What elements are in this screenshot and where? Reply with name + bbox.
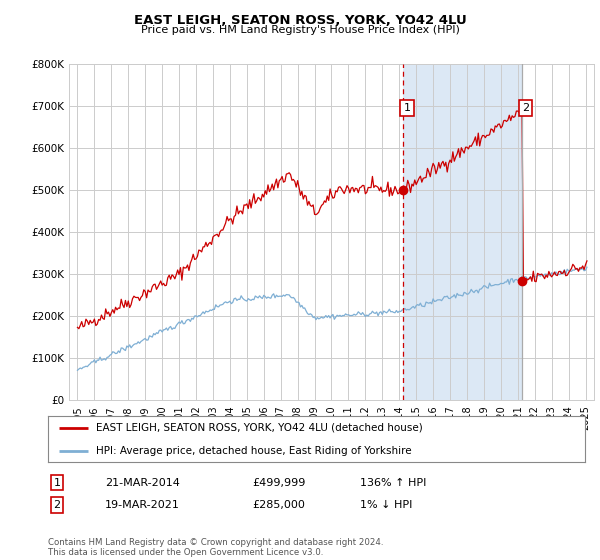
Text: HPI: Average price, detached house, East Riding of Yorkshire: HPI: Average price, detached house, East… [97, 446, 412, 455]
Text: 2: 2 [522, 103, 529, 113]
Text: 19-MAR-2021: 19-MAR-2021 [105, 500, 180, 510]
Text: 2: 2 [53, 500, 61, 510]
Text: 1% ↓ HPI: 1% ↓ HPI [360, 500, 412, 510]
Text: 1: 1 [403, 103, 410, 113]
Text: £499,999: £499,999 [252, 478, 305, 488]
Text: EAST LEIGH, SEATON ROSS, YORK, YO42 4LU (detached house): EAST LEIGH, SEATON ROSS, YORK, YO42 4LU … [97, 423, 423, 432]
Text: Contains HM Land Registry data © Crown copyright and database right 2024.
This d: Contains HM Land Registry data © Crown c… [48, 538, 383, 557]
Text: 136% ↑ HPI: 136% ↑ HPI [360, 478, 427, 488]
Text: EAST LEIGH, SEATON ROSS, YORK, YO42 4LU: EAST LEIGH, SEATON ROSS, YORK, YO42 4LU [134, 14, 466, 27]
Text: 1: 1 [53, 478, 61, 488]
Text: £285,000: £285,000 [252, 500, 305, 510]
Text: 21-MAR-2014: 21-MAR-2014 [105, 478, 180, 488]
Text: Price paid vs. HM Land Registry's House Price Index (HPI): Price paid vs. HM Land Registry's House … [140, 25, 460, 35]
Bar [403, 64, 522, 400]
